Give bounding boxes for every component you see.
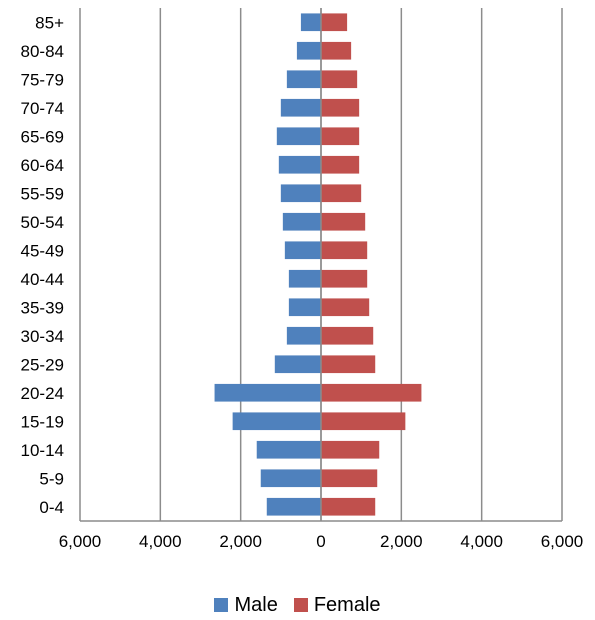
bar-male-50-54 bbox=[282, 212, 321, 231]
bar-female-15-19 bbox=[321, 412, 406, 431]
bar-male-65-69 bbox=[276, 127, 321, 146]
bar-male-40-44 bbox=[288, 269, 321, 288]
legend-swatch-male bbox=[214, 598, 229, 612]
bar-female-65-69 bbox=[321, 127, 360, 146]
y-tick-label-65-69: 65-69 bbox=[21, 127, 64, 146]
y-tick-label-80-84: 80-84 bbox=[21, 42, 64, 61]
bar-male-30-34 bbox=[286, 326, 321, 345]
bar-male-35-39 bbox=[288, 298, 321, 317]
bar-female-0-4 bbox=[321, 497, 376, 516]
y-tick-label-70-74: 70-74 bbox=[21, 99, 64, 118]
legend: Male Female bbox=[0, 590, 595, 620]
y-tick-label-30-34: 30-34 bbox=[21, 327, 64, 346]
y-tick-label-0-4: 0-4 bbox=[39, 498, 64, 517]
bar-male-45-49 bbox=[284, 241, 321, 260]
bar-female-5-9 bbox=[321, 469, 378, 488]
bar-male-15-19 bbox=[232, 412, 321, 431]
bar-female-55-59 bbox=[321, 184, 362, 203]
y-tick-label-25-29: 25-29 bbox=[21, 355, 64, 374]
y-tick-label-60-64: 60-64 bbox=[21, 156, 64, 175]
y-tick-label-20-24: 20-24 bbox=[21, 384, 64, 403]
y-tick-label-15-19: 15-19 bbox=[21, 412, 64, 431]
bar-male-70-74 bbox=[280, 98, 321, 117]
bar-female-85+ bbox=[321, 13, 348, 32]
legend-item-male: Male bbox=[214, 593, 278, 617]
y-tick-label-10-14: 10-14 bbox=[21, 441, 64, 460]
bar-male-0-4 bbox=[266, 497, 321, 516]
y-tick-label-5-9: 5-9 bbox=[39, 469, 64, 488]
bar-female-35-39 bbox=[321, 298, 370, 317]
y-tick-label-45-49: 45-49 bbox=[21, 241, 64, 260]
bar-female-25-29 bbox=[321, 355, 376, 374]
y-tick-label-50-54: 50-54 bbox=[21, 213, 64, 232]
bar-female-75-79 bbox=[321, 70, 358, 89]
x-tick-label-6: 6,000 bbox=[541, 532, 584, 551]
x-tick-label-5: 4,000 bbox=[460, 532, 503, 551]
bar-male-55-59 bbox=[280, 184, 321, 203]
legend-label-female: Female bbox=[313, 593, 381, 616]
bar-female-60-64 bbox=[321, 155, 360, 174]
bar-male-75-79 bbox=[286, 70, 321, 89]
bar-female-10-14 bbox=[321, 440, 380, 459]
y-tick-label-85+: 85+ bbox=[35, 13, 64, 32]
bar-female-80-84 bbox=[321, 41, 352, 60]
bar-male-85+ bbox=[300, 13, 321, 32]
legend-label-male: Male bbox=[234, 593, 278, 616]
bar-male-80-84 bbox=[296, 41, 321, 60]
bar-male-10-14 bbox=[256, 440, 321, 459]
bar-female-45-49 bbox=[321, 241, 368, 260]
legend-item-female: Female bbox=[293, 593, 381, 617]
bar-male-25-29 bbox=[274, 355, 321, 374]
legend-swatch-female bbox=[293, 598, 308, 612]
x-tick-label-3: 0 bbox=[316, 532, 325, 551]
bar-female-30-34 bbox=[321, 326, 374, 345]
x-tick-label-2: 2,000 bbox=[219, 532, 262, 551]
x-tick-label-4: 2,000 bbox=[380, 532, 423, 551]
y-tick-label-55-59: 55-59 bbox=[21, 184, 64, 203]
bar-male-60-64 bbox=[278, 155, 321, 174]
chart-canvas: 6,000 4,000 2,000 0 2,000 4,000 6,000 0-4 5-9 10-… bbox=[21, 8, 584, 551]
bar-male-5-9 bbox=[260, 469, 321, 488]
bar-female-40-44 bbox=[321, 269, 368, 288]
y-tick-label-75-79: 75-79 bbox=[21, 70, 64, 89]
x-tick-label-0: 6,000 bbox=[59, 532, 102, 551]
bar-female-50-54 bbox=[321, 212, 366, 231]
bar-female-20-24 bbox=[321, 383, 422, 402]
y-tick-label-35-39: 35-39 bbox=[21, 298, 64, 317]
y-tick-label-40-44: 40-44 bbox=[21, 270, 64, 289]
bar-female-70-74 bbox=[321, 98, 360, 117]
bar-male-20-24 bbox=[214, 383, 321, 402]
x-tick-label-1: 4,000 bbox=[139, 532, 182, 551]
